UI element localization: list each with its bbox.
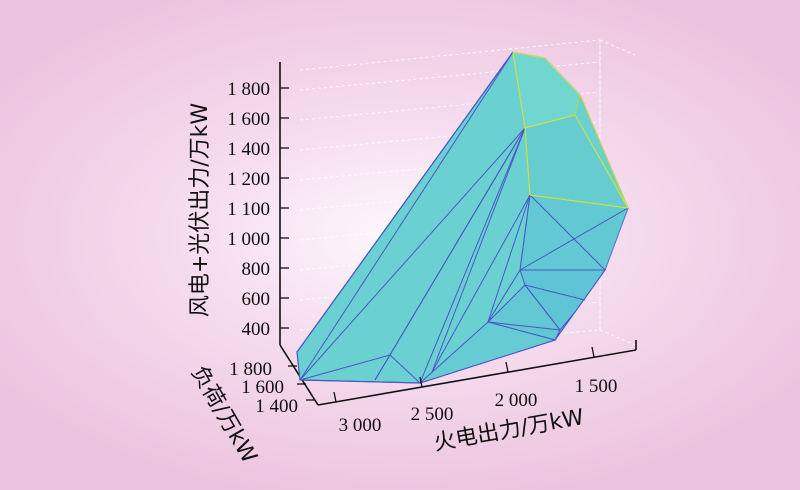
mesh-edge — [296, 51, 514, 353]
mesh-edge — [524, 127, 531, 196]
surface-face — [419, 321, 557, 384]
z-tick-label: 600 — [242, 289, 271, 310]
z-tick-label: 1 000 — [227, 229, 270, 250]
z-tick-label: 1 600 — [227, 109, 270, 130]
mesh-edge — [529, 194, 629, 209]
mesh-edge — [299, 354, 391, 381]
mesh-edge — [374, 354, 391, 381]
mesh-edge — [574, 114, 629, 209]
grid-line — [299, 61, 601, 91]
z-ticks — [280, 87, 289, 329]
x-tick-labels: 3 000 2 500 2 000 1 500 — [339, 376, 618, 436]
x-ticks — [333, 346, 595, 403]
surface-edges-highlight — [512, 51, 629, 209]
grid-line — [299, 91, 601, 121]
y-tick-label: 1 400 — [255, 396, 298, 417]
y-tick-labels: 1 800 1 600 1 400 — [229, 359, 298, 417]
grid-line — [599, 39, 636, 56]
mesh-edge — [544, 57, 581, 96]
z-tick-labels: 1 800 1 600 1 400 1 200 1 100 1 000 800 … — [227, 79, 270, 340]
mesh-edge — [512, 51, 526, 129]
z-axis-title: 风电+光伏出力/万kW — [188, 103, 213, 318]
x-axis-title: 火电出力/万kW — [432, 405, 586, 456]
mesh-edge — [419, 127, 526, 384]
x-tick — [505, 361, 509, 373]
mesh-edge — [512, 51, 546, 59]
x-axis-line — [317, 349, 637, 406]
y-ticks — [288, 365, 315, 401]
mesh-edge — [524, 114, 576, 129]
mesh-edge — [524, 284, 561, 331]
z-tick-label: 800 — [242, 259, 271, 280]
mesh-edge — [431, 127, 526, 373]
surface-face — [524, 114, 629, 209]
x-tick — [419, 376, 423, 388]
mesh-edge — [487, 269, 521, 323]
grid-line — [599, 329, 636, 346]
z-tick-label: 1 200 — [227, 169, 270, 190]
z-tick-label: 1 400 — [227, 139, 270, 160]
grid-line — [299, 121, 601, 151]
z-tick-label: 400 — [242, 319, 271, 340]
mesh-edge — [431, 194, 531, 373]
z-tick-label: 1 800 — [227, 79, 270, 100]
x-tick-label: 2 500 — [411, 404, 454, 425]
surface — [296, 51, 629, 384]
x-tick-label: 2 000 — [495, 390, 538, 411]
x-tick — [333, 391, 337, 403]
x-tick-label: 1 500 — [575, 376, 618, 397]
mesh-edge — [487, 194, 531, 323]
mesh-edge — [389, 354, 421, 384]
mesh-edge — [579, 94, 629, 209]
x-tick-label: 3 000 — [339, 415, 382, 436]
z-tick-label: 1 100 — [227, 199, 270, 220]
mesh-edge — [524, 284, 586, 301]
surface-face — [519, 269, 606, 331]
mesh-edge — [299, 127, 526, 381]
mesh-edge — [519, 194, 531, 271]
mesh-edge — [299, 51, 514, 381]
mesh-edge — [529, 194, 606, 271]
mesh-edge — [487, 321, 561, 331]
y-tick-label: 1 800 — [229, 359, 272, 380]
x-tick — [591, 346, 595, 358]
surface-edges — [296, 51, 629, 384]
mesh-edge — [299, 379, 421, 384]
y-tick-label: 1 600 — [241, 377, 284, 398]
mesh-edge — [389, 127, 526, 356]
